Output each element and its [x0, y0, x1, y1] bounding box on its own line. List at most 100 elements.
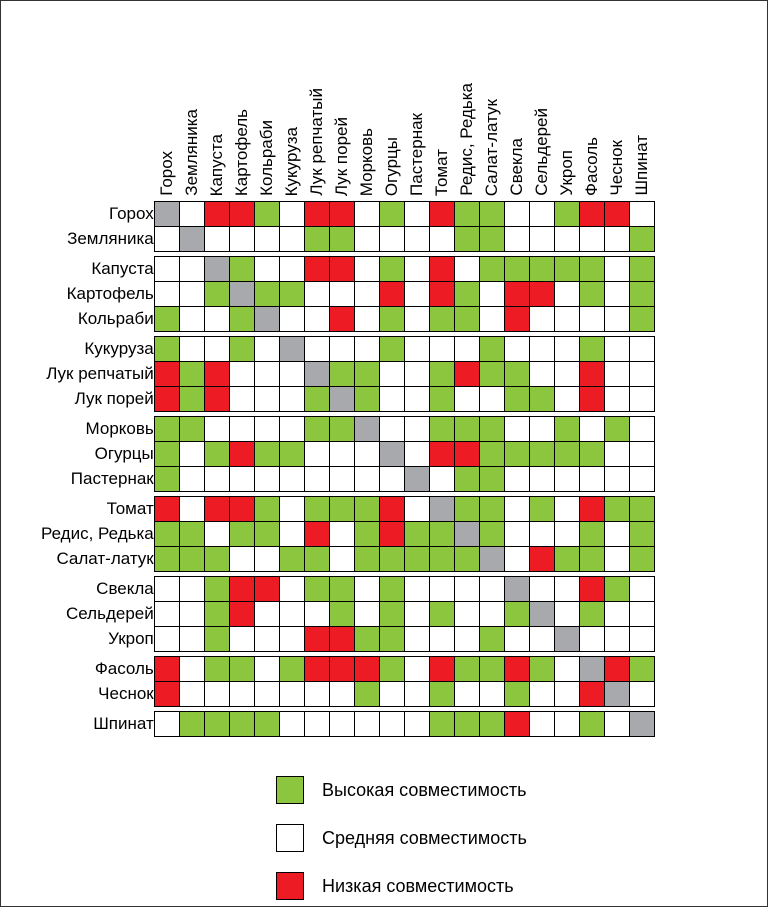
matrix-cell	[404, 522, 429, 547]
matrix-cell	[329, 442, 354, 467]
matrix-cell	[279, 547, 304, 572]
matrix-cell	[629, 307, 654, 332]
matrix-cell	[579, 337, 604, 362]
matrix-cell	[579, 442, 604, 467]
matrix-cell	[554, 227, 579, 252]
matrix-cell	[604, 257, 629, 282]
matrix-cell	[204, 547, 229, 572]
col-header: Шпинат	[629, 41, 654, 202]
matrix-cell	[629, 257, 654, 282]
matrix-cell	[329, 657, 354, 682]
matrix-cell	[454, 442, 479, 467]
matrix-cell	[279, 657, 304, 682]
chart-frame: ГорохЗемляникаКапустаКартофельКольрабиКу…	[0, 0, 768, 907]
row-header: Огурцы	[41, 442, 154, 467]
matrix-cell	[229, 362, 254, 387]
matrix-cell	[504, 522, 529, 547]
col-header: Горох	[154, 41, 179, 202]
matrix-cell	[629, 417, 654, 442]
matrix-cell	[329, 307, 354, 332]
matrix-cell	[479, 362, 504, 387]
row-header: Пастернак	[41, 467, 154, 492]
matrix-cell	[579, 627, 604, 652]
matrix-cell	[379, 602, 404, 627]
matrix-cell	[479, 577, 504, 602]
matrix-cell	[179, 337, 204, 362]
matrix-cell	[404, 387, 429, 412]
matrix-cell	[404, 682, 429, 707]
matrix-cell	[154, 467, 179, 492]
row-header: Фасоль	[41, 657, 154, 682]
matrix-cell	[454, 602, 479, 627]
matrix-cell	[254, 522, 279, 547]
matrix-cell	[354, 547, 379, 572]
matrix-cell	[479, 202, 504, 227]
row-header: Лук порей	[41, 387, 154, 412]
matrix-cell	[504, 337, 529, 362]
matrix-cell	[354, 387, 379, 412]
matrix-cell	[404, 202, 429, 227]
matrix-cell	[304, 257, 329, 282]
matrix-cell	[629, 522, 654, 547]
matrix-cell	[279, 257, 304, 282]
matrix-cell	[604, 202, 629, 227]
matrix-cell	[204, 577, 229, 602]
col-header: Сельдерей	[529, 41, 554, 202]
matrix-cell	[479, 467, 504, 492]
matrix-cell	[429, 202, 454, 227]
matrix-cell	[454, 657, 479, 682]
matrix-cell	[554, 497, 579, 522]
matrix-cell	[304, 627, 329, 652]
row-header: Салат-латук	[41, 547, 154, 572]
matrix-cell	[179, 282, 204, 307]
matrix-cell	[404, 257, 429, 282]
matrix-cell	[529, 467, 554, 492]
matrix-cell	[454, 387, 479, 412]
matrix-cell	[179, 497, 204, 522]
matrix-cell	[429, 282, 454, 307]
matrix-cell	[529, 227, 554, 252]
matrix-cell	[204, 227, 229, 252]
matrix-cell	[304, 712, 329, 737]
matrix-cell	[254, 337, 279, 362]
matrix-cell	[379, 467, 404, 492]
matrix-cell	[529, 627, 554, 652]
matrix-cell	[529, 657, 554, 682]
matrix-cell	[604, 497, 629, 522]
matrix-cell	[304, 387, 329, 412]
row-header: Морковь	[41, 417, 154, 442]
matrix-cell	[479, 712, 504, 737]
matrix-cell	[154, 497, 179, 522]
matrix-cell	[404, 337, 429, 362]
matrix-cell	[329, 362, 354, 387]
matrix-cell	[354, 282, 379, 307]
matrix-cell	[629, 282, 654, 307]
matrix-cell	[204, 602, 229, 627]
matrix-cell	[179, 657, 204, 682]
matrix-cell	[354, 712, 379, 737]
matrix-cell	[554, 627, 579, 652]
matrix-cell	[179, 547, 204, 572]
row-header: Земляника	[41, 227, 154, 252]
matrix-cell	[554, 547, 579, 572]
matrix-cell	[429, 497, 454, 522]
matrix-cell	[429, 257, 454, 282]
matrix-cell	[404, 307, 429, 332]
matrix-cell	[579, 602, 604, 627]
matrix-cell	[279, 337, 304, 362]
matrix-cell	[179, 442, 204, 467]
matrix-cell	[454, 282, 479, 307]
matrix-cell	[329, 227, 354, 252]
matrix-cell	[254, 467, 279, 492]
row-header: Лук репчатый	[41, 362, 154, 387]
matrix-cell	[304, 417, 329, 442]
matrix-cell	[404, 627, 429, 652]
matrix-cell	[254, 417, 279, 442]
matrix-cell	[529, 712, 554, 737]
matrix-cell	[379, 442, 404, 467]
matrix-cell	[404, 657, 429, 682]
matrix-cell	[304, 362, 329, 387]
matrix-cell	[329, 627, 354, 652]
matrix-cell	[479, 417, 504, 442]
row-header: Горох	[41, 202, 154, 227]
